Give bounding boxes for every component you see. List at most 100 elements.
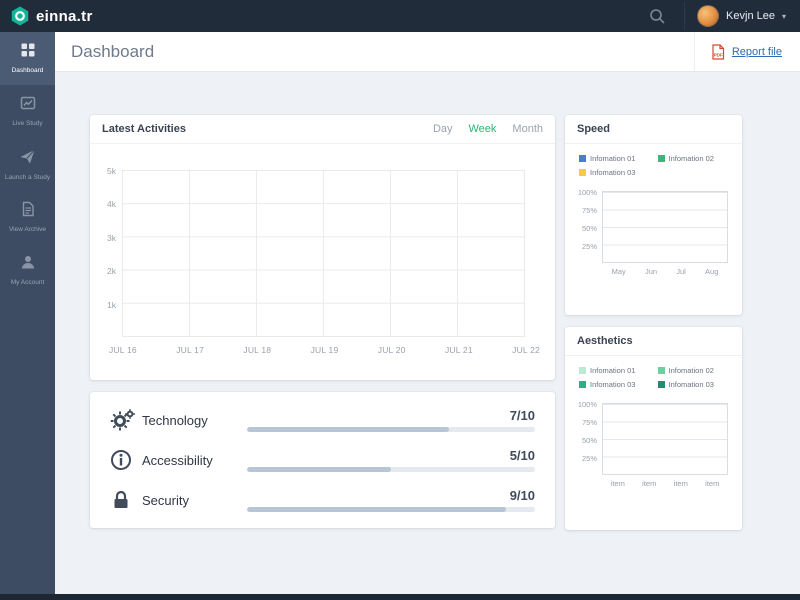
y-tick: 3k: [107, 233, 116, 243]
x-tick: JUL 21: [445, 345, 473, 355]
score-row-accessibility: Accessibility 5/10: [110, 440, 535, 480]
speed-card: Speed Infomation 01 Infomation 02 Infoma…: [565, 115, 742, 315]
legend-item: Infomation 03: [658, 380, 733, 389]
score-value: 9/10: [247, 488, 535, 503]
score-row-technology: Technology 7/10: [110, 400, 535, 440]
chevron-down-icon: ▾: [782, 12, 786, 21]
y-tick: 50%: [582, 436, 597, 445]
tab-week[interactable]: Week: [469, 123, 497, 135]
user-menu[interactable]: Kevjn Lee ▾: [684, 2, 790, 30]
y-tick: 25%: [582, 454, 597, 463]
activities-chart: 5k 4k 3k 2k 1k: [90, 144, 555, 337]
gears-icon: [110, 408, 142, 432]
legend-label: Infomation 02: [669, 366, 714, 375]
sidebar-item-dashboard[interactable]: Dashboard: [0, 32, 55, 85]
x-tick: item: [642, 479, 656, 488]
legend-label: Infomation 01: [590, 154, 635, 163]
report-file-link[interactable]: Report file: [732, 46, 782, 58]
legend-label: Infomation 01: [590, 366, 635, 375]
speed-x-axis: May Jun Jul Aug: [602, 267, 728, 276]
speed-chart: 100% 75% 50% 25%: [565, 183, 742, 263]
aesthetics-plot-area: [602, 403, 728, 475]
topbar: einna.tr Kevjn Lee ▾: [0, 0, 800, 32]
view-archive-icon: [20, 201, 36, 222]
speed-title: Speed: [577, 123, 610, 135]
sidebar-item-live-study[interactable]: Live Study: [0, 85, 55, 138]
brand-logo[interactable]: einna.tr: [10, 6, 93, 26]
x-tick: JUL 16: [109, 345, 137, 355]
sidebar-item-label: Live Study: [12, 120, 42, 127]
score-bar-fill: [247, 507, 506, 512]
sidebar: Dashboard Live Study Launch a Study: [0, 32, 55, 594]
legend-label: Infomation 03: [590, 380, 635, 389]
y-tick: 25%: [582, 242, 597, 251]
score-value: 5/10: [247, 448, 535, 463]
y-tick: 75%: [582, 418, 597, 427]
sidebar-item-label: My Account: [11, 279, 45, 286]
sidebar-item-label: Launch a Study: [5, 174, 50, 181]
tab-day[interactable]: Day: [433, 123, 453, 135]
legend-swatch: [658, 381, 665, 388]
score-value: 7/10: [247, 408, 535, 423]
y-tick: 75%: [582, 206, 597, 215]
activities-plot-area: [122, 170, 525, 337]
x-tick: Aug: [705, 267, 718, 276]
legend-label: Infomation 03: [590, 168, 635, 177]
x-tick: item: [674, 479, 688, 488]
sidebar-item-label: View Archive: [9, 226, 46, 233]
y-tick: 100%: [578, 400, 597, 409]
pdf-icon: PDF: [711, 44, 725, 60]
search-icon: [649, 8, 666, 25]
tab-month[interactable]: Month: [512, 123, 543, 135]
speed-plot-area: [602, 191, 728, 263]
sidebar-item-my-account[interactable]: My Account: [0, 244, 55, 297]
legend-item: Infomation 01: [579, 366, 654, 375]
y-tick: 5k: [107, 166, 116, 176]
legend-label: Infomation 02: [669, 154, 714, 163]
aesthetics-chart: 100% 75% 50% 25%: [565, 395, 742, 475]
legend-swatch: [658, 367, 665, 374]
y-tick: 100%: [578, 188, 597, 197]
hexagon-logo-icon: [10, 6, 30, 26]
dashboard-icon: [20, 42, 36, 63]
y-tick: 50%: [582, 224, 597, 233]
search-button[interactable]: [643, 6, 672, 27]
launch-study-icon: [19, 148, 36, 170]
score-bar-track: [247, 427, 535, 432]
x-tick: Jul: [676, 267, 686, 276]
info-icon: [110, 449, 142, 471]
scores-card: Technology 7/10 Accessibility 5/10: [90, 392, 555, 528]
legend-swatch: [579, 381, 586, 388]
user-name: Kevjn Lee: [726, 10, 775, 22]
svg-text:PDF: PDF: [713, 52, 722, 57]
score-label: Security: [142, 493, 247, 508]
x-tick: May: [612, 267, 626, 276]
legend-item: Infomation 02: [658, 154, 733, 163]
speed-y-axis: 100% 75% 50% 25%: [571, 191, 599, 263]
page-header: Dashboard PDF Report file: [55, 32, 800, 72]
x-tick: item: [611, 479, 625, 488]
lock-icon: [110, 489, 142, 511]
score-bar-fill: [247, 427, 449, 432]
legend-item: Infomation 02: [658, 366, 733, 375]
y-tick: 1k: [107, 300, 116, 310]
legend-swatch: [658, 155, 665, 162]
sidebar-item-launch-a-study[interactable]: Launch a Study: [0, 138, 55, 191]
brand-name: einna.tr: [36, 8, 93, 25]
legend-swatch: [579, 169, 586, 176]
score-row-security: Security 9/10: [110, 480, 535, 520]
sidebar-item-label: Dashboard: [12, 67, 44, 74]
latest-activities-card: Latest Activities Day Week Month 5k 4k 3…: [90, 115, 555, 380]
y-tick: 4k: [107, 199, 116, 209]
legend-swatch: [579, 367, 586, 374]
x-tick: JUL 22: [512, 345, 540, 355]
report-file-area[interactable]: PDF Report file: [694, 32, 800, 71]
aesthetics-x-axis: item item item item: [602, 479, 728, 488]
bottom-bar: [0, 594, 800, 600]
aesthetics-y-axis: 100% 75% 50% 25%: [571, 403, 599, 475]
sidebar-item-view-archive[interactable]: View Archive: [0, 191, 55, 244]
legend-item: Infomation 03: [579, 380, 654, 389]
activities-range-tabs: Day Week Month: [433, 123, 543, 135]
score-bar-track: [247, 467, 535, 472]
score-label: Technology: [142, 413, 247, 428]
